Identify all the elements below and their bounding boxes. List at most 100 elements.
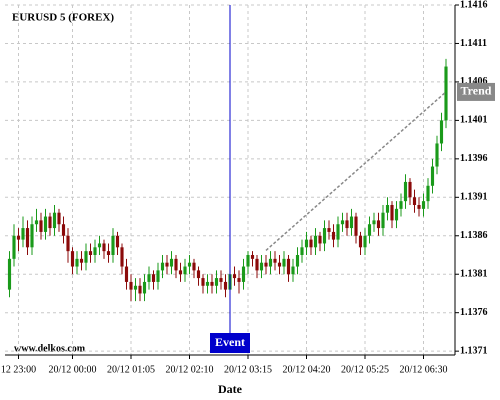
y-tick-label: 1.1406: [460, 76, 488, 87]
candle-body: [178, 270, 183, 275]
candle-body: [39, 220, 43, 232]
candle-body: [376, 220, 381, 229]
trend-label-box: [457, 82, 495, 101]
y-tick-label: 1.1416: [460, 0, 488, 10]
candle-body: [232, 274, 237, 279]
candle-body: [309, 239, 313, 248]
x-tick-label: 20/12 01:05: [107, 364, 155, 375]
candle-body: [48, 216, 52, 229]
candle-body: [363, 235, 367, 248]
candle-body: [93, 247, 97, 255]
candle-body: [30, 224, 34, 248]
candle-body: [88, 251, 93, 255]
x-tick-label: 20/12 06:30: [399, 364, 447, 375]
candle-body: [138, 285, 142, 294]
candle-body: [408, 181, 412, 198]
candle-body: [268, 258, 273, 267]
candle-body: [273, 258, 277, 263]
candle-body: [205, 281, 210, 286]
candle-body: [187, 262, 192, 267]
candle-body: [97, 243, 102, 248]
candle-body: [241, 266, 246, 282]
candle-body: [210, 281, 214, 286]
candle-body: [25, 228, 30, 248]
candle-body: [237, 278, 241, 282]
candle-body: [70, 251, 75, 267]
candle-body: [129, 281, 133, 290]
candle-body: [259, 262, 264, 271]
candle-body: [345, 220, 349, 229]
candle-body: [277, 262, 282, 267]
candle-body: [367, 224, 372, 236]
candle-body: [394, 208, 399, 221]
candle-body: [439, 120, 444, 144]
candle-body: [102, 243, 106, 252]
event-label-box: [210, 333, 250, 353]
candle-body: [79, 258, 84, 263]
candle-body: [255, 258, 259, 271]
candle-body: [286, 258, 291, 275]
candle-body: [174, 258, 178, 271]
candle-body: [246, 255, 250, 267]
candle-body: [61, 224, 66, 236]
candle-body: [120, 247, 124, 267]
candle-body: [133, 285, 138, 290]
candle-body: [421, 201, 426, 209]
watermark: www.delkos.com: [14, 343, 86, 354]
candle-body: [435, 143, 439, 167]
y-tick-label: 1.1401: [460, 115, 488, 126]
candle-body: [264, 262, 268, 267]
candle-body: [417, 205, 421, 209]
candle-body: [84, 251, 88, 263]
candle-body: [444, 66, 448, 121]
candle-body: [106, 251, 111, 255]
candle-body: [223, 281, 228, 290]
candle-body: [349, 216, 354, 229]
candle-body: [412, 197, 417, 205]
x-tick-label: 20/12 03:15: [224, 364, 272, 375]
x-tick-label: 20/12 02:10: [165, 364, 213, 375]
candle-body: [304, 239, 309, 248]
candle-body: [183, 266, 187, 275]
candle-body: [147, 274, 151, 282]
y-tick-label: 1.1376: [460, 307, 488, 318]
x-tick-label: 20/12 00:00: [48, 364, 96, 375]
candle-body: [111, 235, 115, 255]
y-tick-label: 1.1396: [460, 153, 488, 164]
trend-label: Trend: [461, 84, 492, 98]
candle-body: [403, 181, 408, 202]
candle-body: [282, 258, 286, 267]
x-tick-label: 20/12 04:20: [282, 364, 330, 375]
candle-body: [57, 212, 61, 225]
candle-body: [372, 220, 376, 225]
chart-title: EURUSD 5 (FOREX): [12, 12, 114, 24]
candle-body: [318, 235, 322, 244]
candle-body: [426, 185, 430, 202]
candle-body: [52, 212, 57, 229]
candle-body: [16, 235, 21, 240]
candle-body: [430, 166, 435, 186]
candle-body: [381, 212, 385, 229]
x-axis-label: Date: [218, 382, 243, 396]
candle-body: [291, 266, 295, 275]
candle-body: [201, 278, 205, 286]
candle-body: [214, 278, 219, 286]
candle-body: [160, 262, 165, 271]
candle-body: [327, 228, 331, 232]
x-tick-label: 12 23:00: [1, 364, 36, 375]
candle-body: [165, 262, 169, 267]
candle-body: [331, 231, 336, 240]
candle-body: [295, 255, 300, 267]
candle-body: [115, 235, 120, 248]
candle-body: [313, 235, 318, 248]
y-tick-label: 1.1386: [460, 230, 488, 241]
candle-body: [124, 266, 129, 282]
candle-body: [12, 235, 16, 259]
candle-body: [250, 255, 255, 259]
candle-body: [354, 216, 358, 236]
candle-body: [66, 235, 70, 252]
y-tick-label: 1.1411: [460, 38, 487, 49]
candle-body: [151, 274, 156, 282]
x-tick-label: 20/12 05:25: [341, 364, 389, 375]
